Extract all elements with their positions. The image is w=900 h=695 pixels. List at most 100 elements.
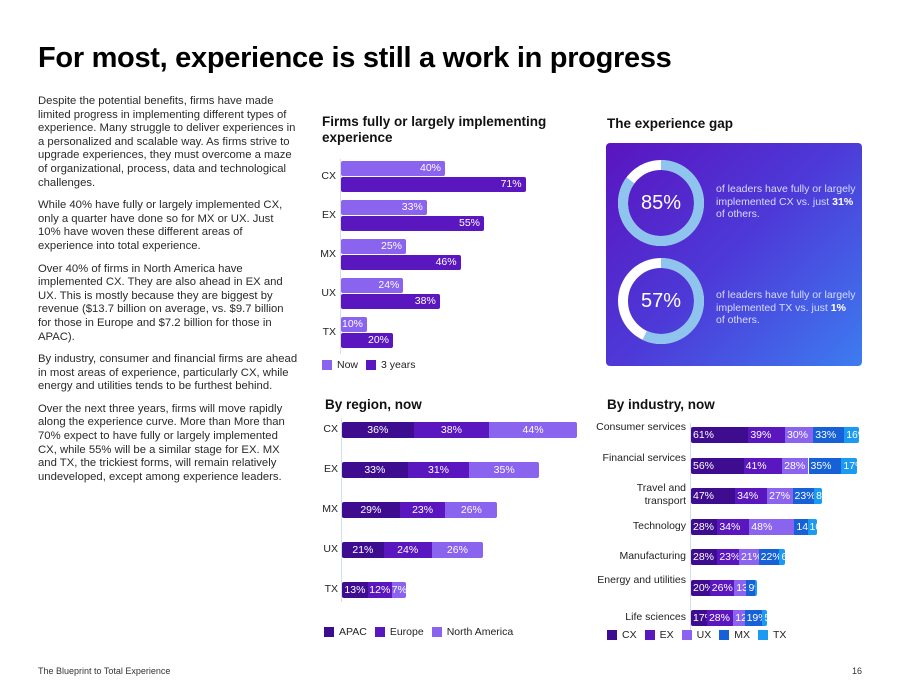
stacked-bar: 13% 12% 7% bbox=[342, 582, 406, 598]
category-label: TX bbox=[324, 583, 338, 595]
footer-title: The Blueprint to Total Experience bbox=[38, 666, 171, 676]
bar-3-years: 71% bbox=[341, 177, 526, 192]
legend: Now 3 years bbox=[322, 359, 423, 371]
legend-swatch bbox=[431, 627, 442, 637]
legend-item: North America bbox=[431, 626, 513, 638]
bar-segment-apac: 36% bbox=[342, 422, 414, 438]
category-label: Energy and utilities bbox=[597, 573, 686, 586]
bar-segment-north-america: 35% bbox=[469, 462, 539, 478]
legend-label: EX bbox=[659, 629, 674, 641]
paragraph: While 40% have fully or largely implemen… bbox=[38, 199, 283, 252]
page-number: 16 bbox=[852, 666, 863, 676]
legend-label: Europe bbox=[389, 626, 424, 638]
legend-item: Now bbox=[322, 359, 358, 371]
bar-3-years: 20% bbox=[341, 333, 393, 348]
category-label: MX bbox=[322, 503, 338, 515]
bar-segment-ex: 39% bbox=[748, 427, 785, 443]
category-label: MX bbox=[320, 248, 336, 260]
bar-segment-ux: 27% bbox=[767, 488, 793, 504]
bar-segment-mx: 35% bbox=[808, 457, 842, 474]
donut-arc bbox=[618, 160, 704, 246]
legend-swatch bbox=[644, 630, 655, 640]
legend: CX EX UX MX TX bbox=[607, 629, 794, 641]
chart-title-implementing: Firms fully or largely implementing expe… bbox=[322, 114, 547, 145]
bar-3-years: 55% bbox=[341, 216, 484, 231]
gap-text: of leaders have fully or largely impleme… bbox=[716, 289, 856, 314]
bar-segment-mx: 9% bbox=[746, 579, 755, 596]
bar-segment-cx: 61% bbox=[691, 427, 749, 443]
gap-text-tx: of leaders have fully or largely impleme… bbox=[716, 289, 856, 327]
bar-now: 10% bbox=[341, 317, 367, 332]
bar-segment-north-america: 26% bbox=[431, 542, 484, 558]
bar-segment-europe: 24% bbox=[383, 542, 432, 558]
legend-item: APAC bbox=[324, 626, 367, 638]
bar-segment-ex: 23% bbox=[717, 549, 739, 565]
bar-segment-mx: 19% bbox=[744, 610, 763, 626]
bar-segment-north-america: 26% bbox=[445, 502, 498, 518]
chart-title-industry: By industry, now bbox=[607, 397, 715, 412]
bar-now: 24% bbox=[341, 278, 404, 293]
donut-value: 57% bbox=[640, 289, 682, 312]
category-label: Technology bbox=[632, 519, 686, 532]
bar-segment-europe: 23% bbox=[399, 502, 446, 518]
legend-swatch bbox=[719, 630, 730, 640]
bar-segment-ex: 34% bbox=[717, 518, 750, 535]
bar-segment-ux: 13% bbox=[734, 579, 747, 596]
bar-segment-ux: 21% bbox=[738, 549, 759, 565]
legend-item: CX bbox=[607, 629, 637, 641]
legend-swatch bbox=[324, 627, 334, 637]
stacked-bar: 36% 38% 44% bbox=[342, 422, 577, 438]
bar-now: 33% bbox=[341, 200, 427, 215]
gap-text: of leaders have fully or largely impleme… bbox=[716, 183, 856, 208]
category-label: Financial services bbox=[602, 451, 686, 464]
stacked-bar: 29% 23% 26% bbox=[342, 502, 498, 518]
legend-label: TX bbox=[772, 629, 787, 641]
bar-segment-europe: 38% bbox=[413, 422, 490, 438]
y-axis-line bbox=[341, 418, 342, 602]
bar-segment-ex: 41% bbox=[743, 457, 783, 474]
gap-text-cx: of leaders have fully or largely impleme… bbox=[716, 183, 856, 221]
category-label: CX bbox=[323, 423, 338, 435]
bar-segment-ux: 30% bbox=[785, 427, 814, 443]
body-text: Despite the potential benefits, firms ha… bbox=[38, 95, 298, 493]
bar-segment-ux: 48% bbox=[749, 518, 795, 535]
bar-3-years: 46% bbox=[341, 255, 461, 270]
bar-segment-tx: 5% bbox=[762, 610, 768, 626]
chart-title-region: By region, now bbox=[325, 397, 422, 412]
gap-text: of others. bbox=[716, 314, 760, 326]
bar-segment-cx: 20% bbox=[691, 579, 710, 596]
donut-ring bbox=[618, 160, 704, 246]
bar-segment-tx: 10% bbox=[807, 518, 817, 535]
category-label: UX bbox=[323, 543, 338, 555]
paragraph: Over 40% of firms in North America have … bbox=[38, 262, 284, 343]
paragraph: Despite the potential benefits, firms ha… bbox=[38, 95, 296, 189]
legend-label: APAC bbox=[339, 626, 367, 638]
legend-label: 3 years bbox=[381, 359, 416, 371]
y-axis-line bbox=[690, 423, 691, 630]
bar-segment-cx: 28% bbox=[691, 518, 718, 535]
legend-label: UX bbox=[696, 629, 712, 641]
donut-tx: 57% bbox=[616, 256, 706, 346]
bar-segment-apac: 13% bbox=[342, 582, 368, 598]
bar-segment-north-america: 7% bbox=[391, 582, 406, 598]
legend-item: Europe bbox=[374, 626, 424, 638]
legend-label: Now bbox=[337, 359, 359, 371]
category-label: UX bbox=[321, 287, 336, 299]
bar-segment-mx: 22% bbox=[758, 549, 780, 565]
bar-segment-mx: 23% bbox=[792, 488, 815, 504]
bar-segment-north-america: 44% bbox=[489, 422, 577, 438]
bar-segment-apac: 29% bbox=[342, 502, 400, 518]
legend-swatch bbox=[366, 360, 377, 370]
experience-gap-card: 85% of leaders have fully or largely imp… bbox=[606, 143, 862, 366]
bar-segment-cx: 47% bbox=[691, 488, 736, 504]
donut-cx: 85% bbox=[616, 158, 706, 248]
bar-segment-ux: 12% bbox=[733, 610, 745, 626]
experience-gap-title: The experience gap bbox=[607, 116, 734, 131]
stacked-bar: 28%34%48%14%10% bbox=[691, 518, 817, 535]
category-label: EX bbox=[323, 463, 338, 475]
bar-segment-ex: 34% bbox=[735, 488, 768, 504]
legend-item: MX bbox=[719, 629, 750, 641]
bar-segment-ex: 26% bbox=[709, 579, 735, 596]
category-label: Life sciences bbox=[625, 611, 686, 623]
bar-segment-cx: 17% bbox=[691, 610, 707, 626]
